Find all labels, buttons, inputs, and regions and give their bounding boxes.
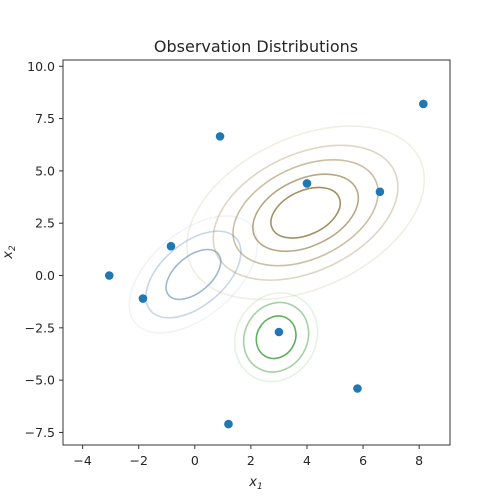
data-point	[375, 187, 385, 197]
density-contours	[128, 125, 426, 383]
data-point	[215, 132, 225, 141]
y-tick-label: 0.0	[35, 268, 55, 283]
contour-blue-level-1	[165, 248, 222, 301]
contour-green-level-1	[255, 315, 297, 360]
plot-frame	[62, 59, 451, 446]
y-axis-label: x2	[1, 245, 18, 260]
data-point	[224, 419, 233, 429]
data-point	[302, 179, 312, 188]
contour-gold-level-5	[186, 125, 426, 301]
x-tick-label: 2	[247, 453, 255, 468]
contour-gold-level-4	[212, 144, 399, 281]
contour-gold-level-1	[270, 186, 342, 239]
x-tick-label: 6	[359, 453, 367, 468]
x-axis-label: x1	[248, 475, 262, 492]
y-axis-ticks: −7.5 −5.0 −2.5 0.0 2.5 5.0 7.5 10.0	[25, 59, 63, 440]
contour-green-level-3	[233, 292, 319, 383]
data-point	[104, 271, 114, 280]
y-tick-label: 5.0	[35, 163, 55, 178]
data-point	[166, 241, 176, 251]
x-tick-label: 0	[191, 453, 199, 468]
chart-title: Observation Distributions	[154, 37, 358, 56]
x-tick-label: 8	[415, 453, 423, 468]
data-point	[353, 384, 362, 393]
contour-green-level-2	[242, 301, 310, 373]
observation-points	[104, 99, 428, 429]
y-tick-label: −2.5	[25, 320, 55, 335]
y-tick-label: 7.5	[35, 111, 55, 126]
y-tick-label: −7.5	[25, 425, 55, 440]
x-axis-ticks: −4 −2 0 2 4 6 8	[73, 445, 423, 468]
contour-gold-level-3	[232, 159, 379, 267]
y-tick-label: 10.0	[27, 59, 55, 74]
data-point	[419, 99, 428, 109]
y-tick-label: 2.5	[35, 216, 55, 231]
x-tick-label: −4	[73, 453, 91, 468]
contour-gold-level-2	[252, 173, 360, 253]
y-axis-label-subscript: 2	[8, 245, 18, 251]
x-axis-label-subscript: 1	[257, 482, 263, 492]
data-point	[274, 327, 284, 337]
data-point	[138, 294, 148, 303]
contour-blue-level-3	[128, 215, 259, 334]
x-tick-label: −2	[129, 453, 147, 468]
contour-blue-level-2	[145, 230, 242, 319]
y-tick-label: −5.0	[25, 373, 55, 388]
x-tick-label: 4	[303, 453, 311, 468]
